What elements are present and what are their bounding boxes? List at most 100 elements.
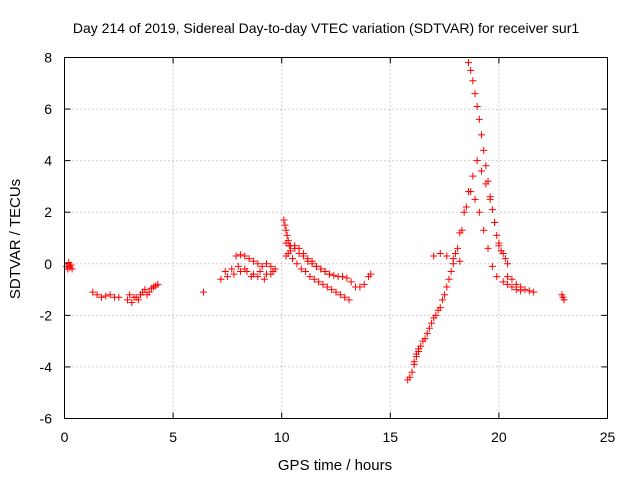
grid [64,57,608,419]
data-point [419,337,427,345]
x-tick-label: 10 [274,429,290,445]
data-point [475,115,483,123]
series-seg1 [63,258,76,273]
data-point [508,283,516,291]
data-point [406,373,414,381]
data-point [282,239,290,247]
data-point [504,273,512,281]
series-seg6 [217,268,277,283]
x-tick-label: 25 [600,429,616,445]
data-point [460,208,468,216]
data-point [293,260,301,268]
data-point [102,292,110,300]
data-point [123,296,131,304]
data-point [475,208,483,216]
data-point [128,298,136,306]
y-tick-label: 4 [44,153,52,169]
data-point [499,278,507,286]
data-point [484,244,492,252]
data-point [304,255,312,263]
data-point [221,268,229,276]
data-point [473,102,481,110]
data-point [530,288,538,296]
data-point [443,283,451,291]
series-seg9 [280,216,293,250]
data-point [478,131,486,139]
data-point [291,242,299,250]
data-point [343,274,351,282]
data-point [267,262,275,270]
series-seg8 [232,251,279,273]
data-point [441,291,449,299]
data-point [299,249,307,257]
data-points [63,59,568,384]
data-point [462,203,470,211]
data-point [115,293,123,301]
data-point [447,268,455,276]
y-tick-label: 6 [44,101,52,117]
data-point [432,311,440,319]
data-point [319,280,327,288]
data-point [469,172,477,180]
data-point [295,244,303,252]
data-point [456,257,464,265]
data-point [280,216,288,224]
x-tick-label: 20 [491,429,507,445]
data-point [317,265,325,273]
x-tick-label: 5 [169,429,177,445]
data-point [486,193,494,201]
data-point [415,345,423,353]
series-seg20 [558,291,568,304]
data-point [152,282,160,290]
data-point [312,262,320,270]
data-point [282,252,290,260]
data-point [469,77,477,85]
data-point [449,255,457,263]
data-point [258,262,266,270]
data-point [332,288,340,296]
series-seg19 [499,278,525,295]
data-point [464,59,472,67]
y-tick-label: -2 [40,307,53,323]
data-point [97,293,105,301]
data-point [560,296,568,304]
series-seg11 [284,249,353,304]
series-seg2 [89,288,123,301]
data-point [360,280,368,288]
data-point [504,260,512,268]
data-point [488,206,496,214]
data-point [347,278,355,286]
series-seg18 [504,273,538,296]
data-point [260,275,268,283]
series-seg7 [221,262,275,283]
data-point [236,268,244,276]
data-point [443,252,451,260]
data-point [408,368,416,376]
data-point [482,162,490,170]
data-point [143,291,151,299]
data-point [428,319,436,327]
data-point [480,146,488,154]
data-point [495,242,503,250]
data-point [517,287,525,295]
data-point [106,291,114,299]
data-point [471,195,479,203]
data-point [458,226,466,234]
data-point [230,270,238,278]
series-seg17 [464,59,512,268]
data-point [478,167,486,175]
series-seg4 [126,282,160,304]
data-point [508,275,516,283]
data-point [271,265,279,273]
data-point [321,268,329,276]
data-point [254,260,262,268]
data-point [134,296,142,304]
data-point [200,288,208,296]
data-point [493,273,501,281]
data-point [256,268,264,276]
data-point [217,275,225,283]
data-point [302,268,310,276]
data-point [438,296,446,304]
data-point [488,262,496,270]
x-tick-label: 0 [61,429,69,445]
